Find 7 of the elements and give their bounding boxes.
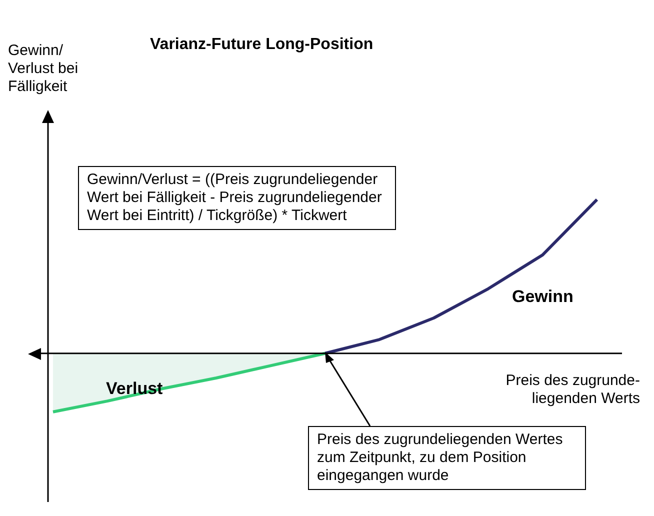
chart-title: Varianz-Future Long-Position (150, 36, 374, 54)
annotation: Gewinn/Verlust = ((Preis zugrundeliegender Wert bei Fälligkeit - Preis zugrundeliegender Wert bei Eintritt) / Tickgröße) * Tickwert (78, 166, 396, 230)
text: Gewinn/ Verlust bei Fälligkeit (8, 42, 78, 96)
x-axis-title: Preis des zugrunde- liegenden Werts (504, 372, 640, 408)
text: Preis des zugrundeliegenden Wertes zum Zeitpunkt, zu dem Position eingegangen wurde (308, 426, 586, 490)
annotation: Verlust (106, 379, 163, 398)
annotation: Gewinn (512, 287, 574, 306)
